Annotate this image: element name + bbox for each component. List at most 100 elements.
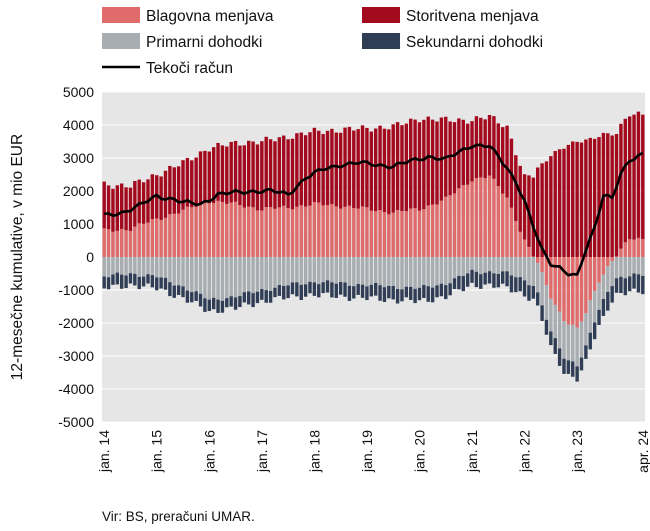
bar-blagovna-menjava [373, 211, 378, 257]
bar-blagovna-menjava [137, 223, 141, 257]
legend-item: Primarni dohodki [102, 33, 262, 51]
y-tick-label: -2000 [58, 315, 94, 331]
bar-sekundarni-dohodki [584, 345, 588, 359]
bar-sekundarni-dohodki [623, 278, 628, 296]
bar-primarni-dohodki [391, 257, 395, 287]
y-tick-label: 2000 [63, 183, 94, 199]
bar-primarni-dohodki [527, 257, 531, 286]
bar-blagovna-menjava [579, 257, 584, 322]
bar-sekundarni-dohodki [225, 298, 229, 308]
bar-primarni-dohodki [422, 257, 426, 285]
bar-storitvena-menjava [360, 125, 365, 207]
y-axis-label: 12-mesečne kumulative, v mio EUR [9, 134, 26, 380]
bar-primarni-dohodki [225, 257, 229, 299]
x-tick-label: jan. 22 [517, 430, 533, 473]
bar-sekundarni-dohodki [562, 358, 566, 374]
bar-storitvena-menjava [588, 137, 592, 257]
bar-blagovna-menjava [146, 222, 150, 257]
bar-storitvena-menjava [579, 142, 584, 257]
bar-blagovna-menjava [255, 210, 260, 257]
legend-label: Blagovna menjava [146, 8, 274, 25]
bar-storitvena-menjava [536, 167, 540, 257]
bar-storitvena-menjava [636, 111, 641, 238]
bar-primarni-dohodki [627, 257, 632, 277]
x-tick-label: jan. 19 [359, 430, 375, 473]
bar-blagovna-menjava [557, 257, 562, 312]
bar-blagovna-menjava [194, 206, 198, 257]
bar-primarni-dohodki [395, 257, 400, 289]
bar-blagovna-menjava [150, 219, 155, 257]
bar-primarni-dohodki [176, 257, 181, 286]
bar-storitvena-menjava [452, 122, 457, 194]
bar-sekundarni-dohodki [365, 286, 369, 301]
bar-primarni-dohodki [483, 257, 487, 273]
bar-blagovna-menjava [606, 257, 610, 267]
bar-storitvena-menjava [334, 132, 338, 207]
bar-sekundarni-dohodki [505, 271, 509, 287]
bar-blagovna-menjava [483, 178, 487, 257]
bar-sekundarni-dohodki [597, 309, 601, 325]
bar-sekundarni-dohodki [321, 282, 325, 294]
bar-primarni-dohodki [496, 257, 501, 274]
bar-storitvena-menjava [176, 166, 181, 214]
bar-storitvena-menjava [264, 136, 268, 208]
bar-primarni-dohodki [163, 257, 168, 278]
bar-sekundarni-dohodki [133, 273, 137, 286]
bar-primarni-dohodki [452, 257, 457, 279]
bar-primarni-dohodki [518, 257, 522, 278]
bar-blagovna-menjava [106, 229, 111, 257]
bar-blagovna-menjava [229, 202, 233, 257]
bar-sekundarni-dohodki [395, 288, 400, 304]
bar-primarni-dohodki [566, 324, 571, 361]
bar-primarni-dohodki [365, 257, 369, 287]
bar-sekundarni-dohodki [531, 286, 536, 299]
bar-storitvena-menjava [597, 137, 601, 257]
bar-storitvena-menjava [124, 187, 128, 231]
bar-blagovna-menjava [369, 210, 374, 257]
bar-storitvena-menjava [514, 155, 518, 221]
bar-blagovna-menjava [203, 202, 207, 257]
bar-blagovna-menjava [312, 202, 317, 257]
bar-primarni-dohodki [325, 257, 330, 281]
bar-storitvena-menjava [238, 145, 242, 206]
bar-blagovna-menjava [562, 257, 566, 322]
bar-storitvena-menjava [260, 141, 264, 211]
bar-sekundarni-dohodki [601, 299, 606, 316]
bar-storitvena-menjava [137, 179, 141, 224]
bar-sekundarni-dohodki [343, 282, 347, 297]
bar-primarni-dohodki [203, 257, 207, 299]
bar-storitvena-menjava [277, 137, 282, 208]
bar-primarni-dohodki [474, 257, 479, 272]
bar-primarni-dohodki [115, 257, 120, 273]
bar-primarni-dohodki [606, 266, 610, 292]
bar-sekundarni-dohodki [470, 269, 474, 283]
bar-sekundarni-dohodki [544, 319, 549, 335]
bar-blagovna-menjava [360, 206, 365, 257]
bar-sekundarni-dohodki [614, 278, 619, 293]
bar-primarni-dohodki [487, 257, 492, 272]
bar-primarni-dohodki [509, 257, 514, 276]
bar-sekundarni-dohodki [518, 277, 522, 292]
bar-blagovna-menjava [115, 230, 120, 257]
bar-sekundarni-dohodki [378, 285, 382, 301]
bar-blagovna-menjava [181, 209, 185, 257]
bar-primarni-dohodki [181, 257, 185, 287]
bar-primarni-dohodki [360, 257, 365, 285]
bar-blagovna-menjava [124, 230, 128, 257]
bar-primarni-dohodki [211, 257, 216, 298]
bar-sekundarni-dohodki [251, 293, 255, 308]
bar-storitvena-menjava [246, 140, 251, 207]
bar-blagovna-menjava [216, 200, 220, 257]
bar-storitvena-menjava [295, 133, 299, 207]
bar-sekundarni-dohodki [387, 285, 391, 299]
bar-sekundarni-dohodki [610, 286, 614, 303]
bar-blagovna-menjava [623, 242, 628, 257]
bar-sekundarni-dohodki [172, 285, 176, 298]
bar-primarni-dohodki [133, 257, 137, 274]
x-tick-label: jan. 17 [254, 430, 270, 473]
bar-sekundarni-dohodki [295, 282, 299, 297]
bar-sekundarni-dohodki [176, 285, 181, 295]
bar-sekundarni-dohodki [347, 285, 352, 301]
bar-storitvena-menjava [474, 116, 479, 179]
bar-storitvena-menjava [575, 141, 579, 257]
